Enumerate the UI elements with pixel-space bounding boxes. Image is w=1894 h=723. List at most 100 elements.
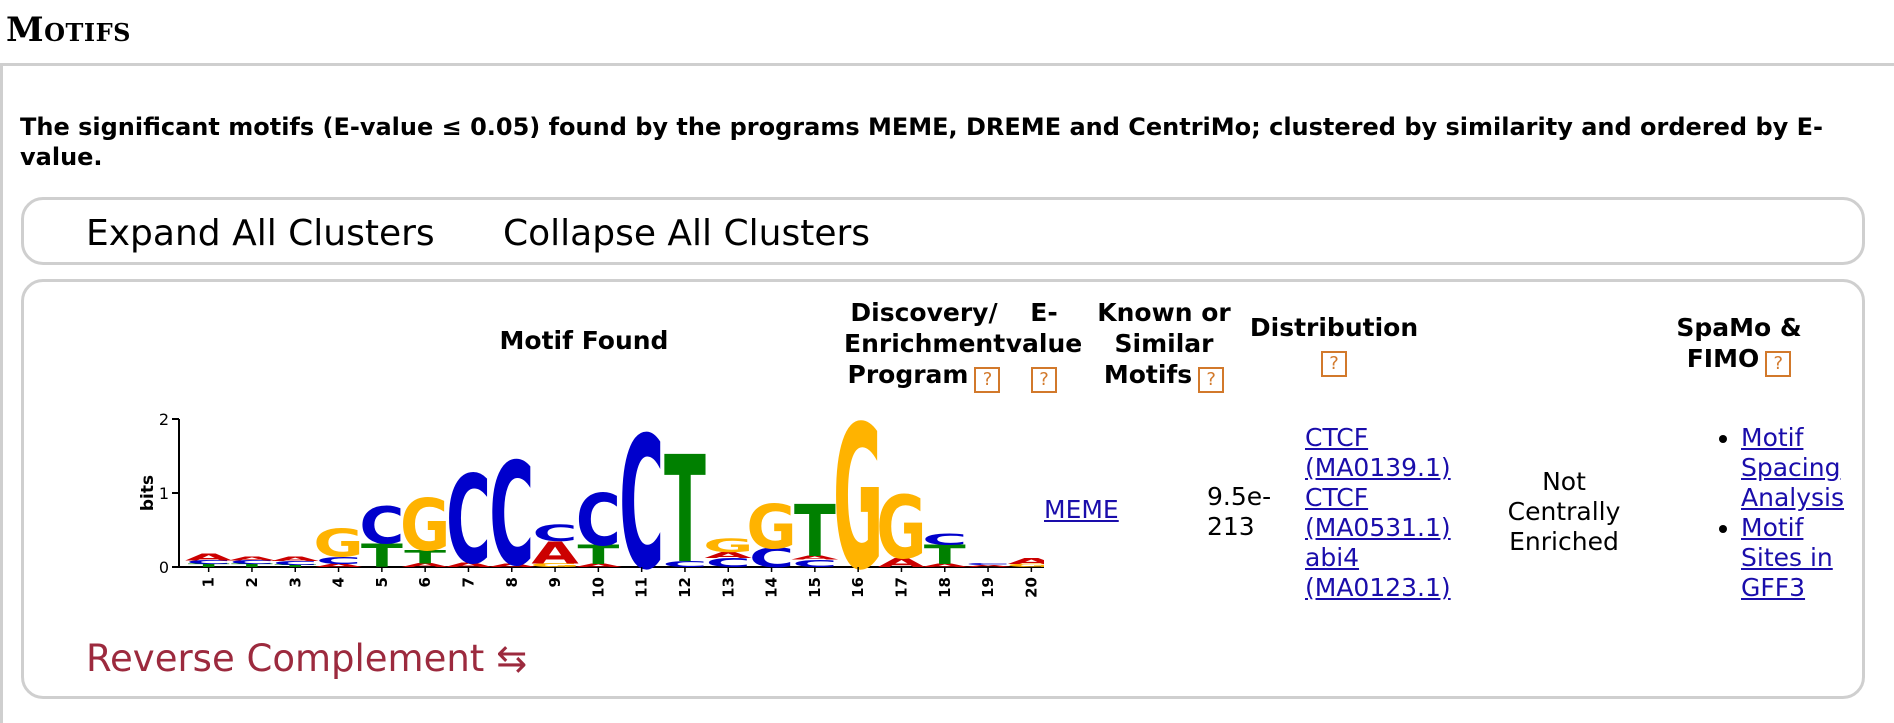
logo-x-tick-label: 10 bbox=[589, 577, 607, 598]
logo-letter-A: A bbox=[964, 565, 1012, 568]
logo-x-tick-label: 13 bbox=[719, 577, 737, 598]
logo-x-tick-label: 15 bbox=[806, 577, 824, 598]
known-motif-link-ctcf-ma0531[interactable]: CTCF (MA0531.1) bbox=[1305, 483, 1451, 542]
spamo-help-icon[interactable]: ? bbox=[1765, 351, 1792, 377]
motif-sequence-logo: 012bitsTCA1TCA2TCA3ACG4TC5ATG6AC7AC8GAC9… bbox=[138, 412, 1044, 602]
logo-letter-C: C bbox=[966, 563, 1011, 566]
logo-x-tick-label: 4 bbox=[330, 577, 348, 587]
reverse-complement-button[interactable]: Reverse Complement ⇆ bbox=[86, 637, 528, 680]
logo-letter-C: C bbox=[792, 558, 837, 570]
logo-letter-C: C bbox=[706, 556, 751, 570]
logo-y-tick-label: 1 bbox=[159, 484, 169, 503]
logo-letter-C: C bbox=[489, 433, 534, 598]
logo-letter-A: A bbox=[185, 551, 232, 563]
cluster-toolbar: Expand All Clusters Collapse All Cluster… bbox=[21, 197, 1865, 265]
logo-letter-A: A bbox=[531, 536, 579, 571]
logo-x-tick-label: 2 bbox=[243, 577, 261, 587]
logo-letter-A: A bbox=[921, 563, 969, 568]
known-motifs-cell: CTCF (MA0139.1) CTCF (MA0531.1) abi4 (MA012… bbox=[1305, 423, 1451, 603]
logo-x-tick-label: 14 bbox=[763, 577, 781, 598]
logo-letter-C: C bbox=[229, 559, 274, 565]
logo-letter-A: A bbox=[445, 562, 493, 569]
logo-letter-G: G bbox=[400, 484, 450, 567]
logo-letter-C: C bbox=[273, 560, 318, 566]
logo-letter-A: A bbox=[488, 563, 536, 568]
logo-y-tick-label: 0 bbox=[159, 558, 169, 577]
logo-letter-T: T bbox=[188, 563, 230, 568]
logo-letter-T: T bbox=[794, 490, 836, 573]
header-distribution: Distribution ? bbox=[1244, 312, 1424, 377]
logo-letter-T: T bbox=[274, 564, 316, 568]
logo-x-tick-label: 18 bbox=[936, 577, 954, 598]
logo-letter-C: C bbox=[359, 497, 404, 556]
logo-letter-T: T bbox=[924, 540, 966, 571]
header-spamo-fimo: SpaMo & FIMO? bbox=[1659, 312, 1819, 377]
logo-letter-G: G bbox=[876, 479, 926, 579]
logo-letter-G: G bbox=[1006, 563, 1044, 568]
motif-spacing-analysis-link[interactable]: Motif Spacing Analysis bbox=[1741, 423, 1845, 512]
collapse-all-clusters-button[interactable]: Collapse All Clusters bbox=[503, 213, 871, 254]
known-motif-link-abi4-ma0123[interactable]: abi4 (MA0123.1) bbox=[1305, 543, 1451, 602]
motif-sites-gff3-link[interactable]: Motif Sites in GFF3 bbox=[1741, 513, 1833, 602]
logo-x-tick-label: 5 bbox=[373, 577, 391, 587]
evalue-help-icon[interactable]: ? bbox=[1031, 367, 1057, 393]
logo-letter-C: C bbox=[619, 412, 664, 602]
logo-letter-A: A bbox=[401, 562, 449, 568]
header-motif-found: Motif Found bbox=[499, 326, 669, 355]
known-motif-link-ctcf-ma0139[interactable]: CTCF (MA0139.1) bbox=[1305, 423, 1451, 482]
evalue-cell: 9.5e- 213 bbox=[1207, 482, 1272, 541]
logo-x-tick-label: 8 bbox=[503, 577, 521, 587]
logo-letter-T: T bbox=[577, 540, 619, 571]
logo-x-tick-label: 12 bbox=[676, 577, 694, 598]
logo-letter-G: G bbox=[746, 492, 796, 563]
logo-x-tick-label: 6 bbox=[416, 577, 434, 587]
distribution-cell: Not Centrally Enriched bbox=[1507, 467, 1621, 556]
logo-letter-G: G bbox=[313, 521, 363, 566]
expand-all-clusters-button[interactable]: Expand All Clusters bbox=[86, 213, 435, 254]
header-evalue: E- value ? bbox=[999, 297, 1089, 393]
logo-letter-A: A bbox=[878, 556, 925, 570]
known-help-icon[interactable]: ? bbox=[1198, 367, 1225, 393]
logo-letter-C: C bbox=[186, 559, 231, 565]
logo-letter-T: T bbox=[231, 563, 273, 568]
logo-x-tick-label: 16 bbox=[849, 577, 867, 598]
logo-letter-A: A bbox=[575, 563, 623, 568]
logo-letter-A: A bbox=[1008, 557, 1044, 566]
logo-x-tick-label: 1 bbox=[200, 577, 218, 587]
logo-letter-T: T bbox=[404, 546, 446, 567]
logo-letter-G: G bbox=[530, 562, 580, 568]
logo-x-tick-label: 7 bbox=[459, 577, 477, 587]
program-help-icon[interactable]: ? bbox=[974, 367, 1001, 393]
logo-x-tick-label: 3 bbox=[286, 577, 304, 587]
logo-letter-C: C bbox=[316, 555, 361, 567]
header-known-motifs: Known or Similar Motifs? bbox=[1089, 297, 1239, 393]
logo-letter-A: A bbox=[315, 563, 363, 568]
logo-letter-C: C bbox=[576, 478, 621, 561]
swap-arrows-icon: ⇆ bbox=[496, 637, 528, 680]
logo-letter-A: A bbox=[705, 551, 753, 560]
logo-x-tick-label: 11 bbox=[633, 577, 651, 598]
logo-letter-A: A bbox=[791, 555, 839, 561]
program-meme-link[interactable]: MEME bbox=[1044, 495, 1119, 524]
logo-y-tick-label: 2 bbox=[159, 412, 169, 429]
section-box bbox=[0, 63, 1894, 723]
program-cell: MEME bbox=[1044, 495, 1119, 525]
header-discovery-program: Discovery/ Enrichment Program? bbox=[844, 297, 1005, 393]
logo-y-axis-label: bits bbox=[138, 475, 158, 511]
logo-letter-G: G bbox=[703, 535, 753, 556]
logo-x-tick-label: 9 bbox=[546, 577, 564, 587]
section-title: Motifs bbox=[6, 10, 131, 50]
logo-letter-C: C bbox=[662, 560, 707, 569]
logo-x-tick-label: 17 bbox=[892, 577, 910, 598]
distribution-help-icon[interactable]: ? bbox=[1321, 351, 1347, 377]
logo-letter-C: C bbox=[922, 530, 967, 549]
logo-letter-A: A bbox=[272, 556, 320, 563]
motif-cluster: Motif Found Discovery/ Enrichment Progra… bbox=[21, 279, 1865, 699]
section-description: The significant motifs (E-value ≤ 0.05) … bbox=[20, 113, 1823, 171]
logo-letter-C: C bbox=[533, 520, 578, 546]
logo-x-tick-label: 20 bbox=[1022, 577, 1040, 598]
